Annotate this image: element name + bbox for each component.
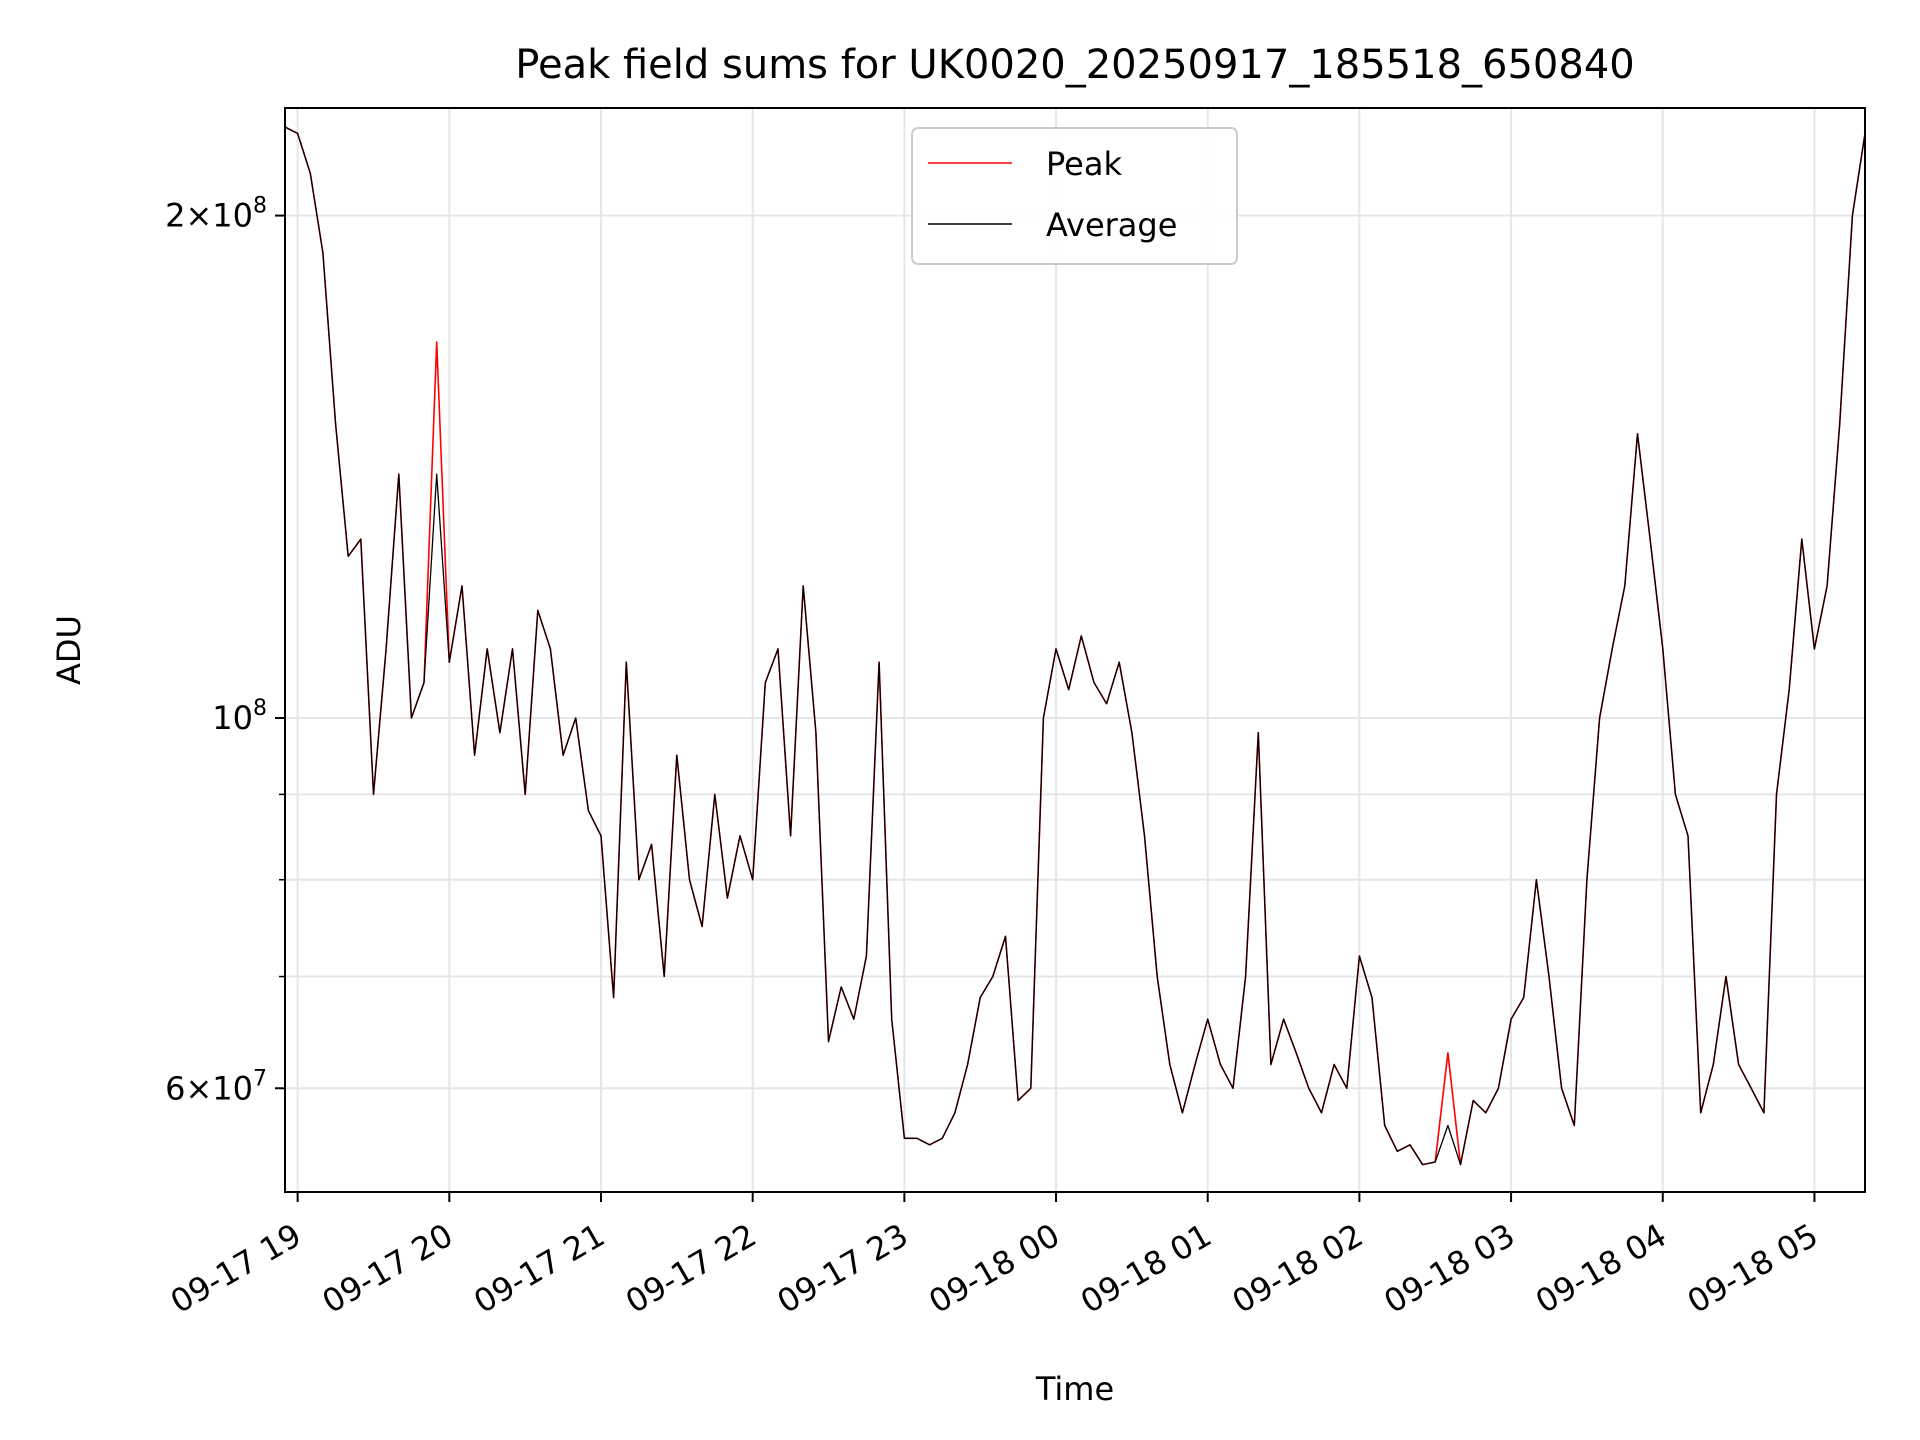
chart-title: Peak field sums for UK0020_20250917_1855… (515, 42, 1634, 88)
legend-label-peak: Peak (1046, 145, 1122, 183)
series-group (284, 126, 1866, 1166)
y-tick-label: 2×108 (165, 194, 267, 235)
legend-label-average: Average (1046, 206, 1177, 244)
plot-frame (284, 107, 1866, 1193)
series-line-average (284, 126, 1866, 1166)
legend-box (911, 127, 1238, 265)
y-tick-label: 108 (212, 696, 267, 737)
y-axis-label: ADU (50, 615, 88, 685)
legend: Peak Average (911, 127, 1238, 265)
y-tick-label: 6×107 (165, 1066, 267, 1107)
y-axis: 6×107 108 2×108 (165, 194, 285, 1107)
x-axis-label: Time (1035, 1370, 1114, 1408)
